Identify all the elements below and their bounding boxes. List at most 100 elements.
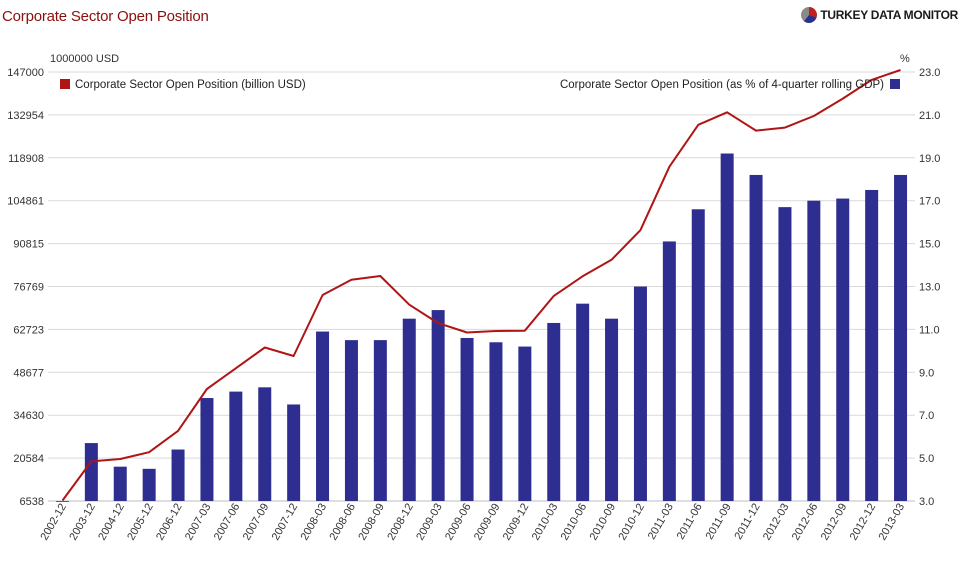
bar-2009-09[interactable] bbox=[489, 342, 503, 501]
line-point-2008-09[interactable] bbox=[377, 273, 383, 279]
bar-series bbox=[55, 153, 908, 502]
right-axis-ticks: 23.0 21.0 19.0 17.0 15.0 13.0 11.0 9.0 7.0 5.0 3.0 bbox=[919, 67, 940, 508]
brand-name: TURKEY DATA MONITOR bbox=[820, 8, 958, 22]
left-tick-label: 147000 bbox=[7, 67, 44, 79]
line-point-2011-03[interactable] bbox=[666, 164, 672, 170]
bar-2011-09[interactable] bbox=[720, 153, 734, 501]
right-tick-label: 7.0 bbox=[919, 410, 934, 422]
left-tick-label: 90815 bbox=[13, 239, 44, 251]
bar-2002-12[interactable] bbox=[55, 501, 69, 502]
line-point-2012-03[interactable] bbox=[782, 125, 788, 131]
left-tick-label: 132954 bbox=[7, 110, 44, 122]
bar-2008-09[interactable] bbox=[373, 340, 387, 501]
right-tick-label: 3.0 bbox=[919, 496, 934, 508]
right-tick-label: 23.0 bbox=[919, 67, 940, 79]
bar-2013-03[interactable] bbox=[894, 174, 908, 501]
bar-2012-06[interactable] bbox=[807, 200, 821, 501]
legend-bar-entry[interactable]: Corporate Sector Open Position (as % of … bbox=[560, 79, 900, 91]
x-tick-label: 2009-09 bbox=[472, 502, 503, 543]
left-tick-label: 118908 bbox=[8, 153, 44, 165]
brand-logo[interactable]: TURKEY DATA MONITOR bbox=[800, 6, 958, 24]
bar-2010-03[interactable] bbox=[547, 322, 561, 501]
bar-2011-06[interactable] bbox=[691, 209, 705, 501]
line-point-2011-12[interactable] bbox=[753, 128, 759, 134]
bar-2009-06[interactable] bbox=[460, 337, 474, 501]
line-point-2010-06[interactable] bbox=[580, 273, 586, 279]
bar-2009-03[interactable] bbox=[431, 310, 445, 501]
bar-2006-12[interactable] bbox=[171, 449, 185, 501]
bar-2012-03[interactable] bbox=[778, 207, 792, 501]
gridlines bbox=[48, 71, 915, 502]
line-point-2009-09[interactable] bbox=[493, 328, 499, 334]
bar-2012-09[interactable] bbox=[836, 198, 850, 501]
bar-2010-12[interactable] bbox=[633, 286, 647, 502]
line-point-2009-06[interactable] bbox=[464, 330, 470, 336]
right-tick-label: 11.0 bbox=[919, 324, 940, 336]
bar-2008-06[interactable] bbox=[344, 340, 358, 501]
line-point-2003-12[interactable] bbox=[88, 458, 94, 464]
line-point-2005-12[interactable] bbox=[146, 449, 152, 455]
left-tick-label: 20584 bbox=[13, 453, 44, 465]
bar-2012-12[interactable] bbox=[865, 189, 879, 501]
line-point-2010-03[interactable] bbox=[551, 293, 557, 299]
line-series bbox=[61, 67, 904, 502]
line-point-2006-12[interactable] bbox=[175, 428, 181, 434]
x-tick-label: 2010-03 bbox=[530, 502, 561, 543]
x-tick-label: 2010-09 bbox=[588, 502, 619, 543]
bar-2009-12[interactable] bbox=[518, 346, 532, 501]
line-point-2004-12[interactable] bbox=[117, 456, 123, 462]
legend-line-entry[interactable]: Corporate Sector Open Position (billion … bbox=[60, 79, 306, 91]
x-tick-label: 2012-09 bbox=[819, 502, 850, 543]
left-axis-unit: 1000000 USD bbox=[50, 53, 119, 65]
right-tick-label: 13.0 bbox=[919, 282, 940, 294]
bar-2010-09[interactable] bbox=[605, 318, 619, 501]
bar-2008-12[interactable] bbox=[402, 318, 416, 501]
bar-2011-03[interactable] bbox=[662, 241, 676, 501]
left-tick-label: 34630 bbox=[13, 410, 44, 422]
line-point-2012-06[interactable] bbox=[811, 113, 817, 119]
line-point-2007-09[interactable] bbox=[262, 344, 268, 350]
line-point-2011-09[interactable] bbox=[724, 109, 730, 115]
line-point-2008-03[interactable] bbox=[320, 292, 326, 298]
x-tick-label: 2012-06 bbox=[790, 502, 821, 543]
line-point-2013-03[interactable] bbox=[898, 67, 904, 73]
open-position-line[interactable] bbox=[61, 69, 901, 502]
line-point-2009-03[interactable] bbox=[435, 320, 441, 326]
bar-2011-12[interactable] bbox=[749, 174, 763, 501]
bar-2005-12[interactable] bbox=[142, 468, 156, 501]
x-tick-label: 2011-09 bbox=[704, 502, 734, 542]
x-tick-label: 2008-06 bbox=[327, 502, 358, 543]
line-point-2008-06[interactable] bbox=[348, 277, 354, 283]
right-tick-label: 21.0 bbox=[919, 110, 940, 122]
right-axis-unit: % bbox=[900, 53, 910, 65]
bar-2007-12[interactable] bbox=[287, 404, 301, 501]
bar-2004-12[interactable] bbox=[113, 466, 127, 501]
right-tick-label: 9.0 bbox=[919, 367, 934, 379]
legend-bar-swatch bbox=[890, 79, 900, 89]
x-tick-label: 2008-03 bbox=[299, 502, 330, 543]
bar-2007-03[interactable] bbox=[200, 398, 214, 501]
line-point-2008-12[interactable] bbox=[406, 302, 412, 308]
x-tick-label: 2007-12 bbox=[270, 502, 301, 543]
right-tick-label: 5.0 bbox=[919, 453, 934, 465]
x-tick-label: 2009-03 bbox=[414, 502, 445, 543]
line-point-2007-06[interactable] bbox=[233, 365, 239, 371]
line-point-2009-12[interactable] bbox=[522, 328, 528, 334]
bar-2007-09[interactable] bbox=[258, 387, 272, 501]
x-tick-label: 2008-12 bbox=[385, 502, 416, 543]
x-tick-label: 2003-12 bbox=[67, 502, 98, 543]
line-point-2007-12[interactable] bbox=[291, 353, 297, 359]
line-point-2010-09[interactable] bbox=[609, 257, 615, 263]
line-point-2007-03[interactable] bbox=[204, 386, 210, 392]
bar-2003-12[interactable] bbox=[84, 443, 98, 501]
line-point-2010-12[interactable] bbox=[637, 227, 643, 233]
line-point-2012-09[interactable] bbox=[840, 96, 846, 102]
x-tick-label: 2010-06 bbox=[559, 502, 590, 543]
x-tick-label: 2008-09 bbox=[356, 502, 387, 543]
x-tick-label: 2012-03 bbox=[761, 502, 792, 543]
bar-2008-03[interactable] bbox=[316, 331, 330, 501]
bar-2007-06[interactable] bbox=[229, 391, 243, 501]
bar-2010-06[interactable] bbox=[576, 303, 590, 501]
line-point-2011-06[interactable] bbox=[695, 122, 701, 128]
